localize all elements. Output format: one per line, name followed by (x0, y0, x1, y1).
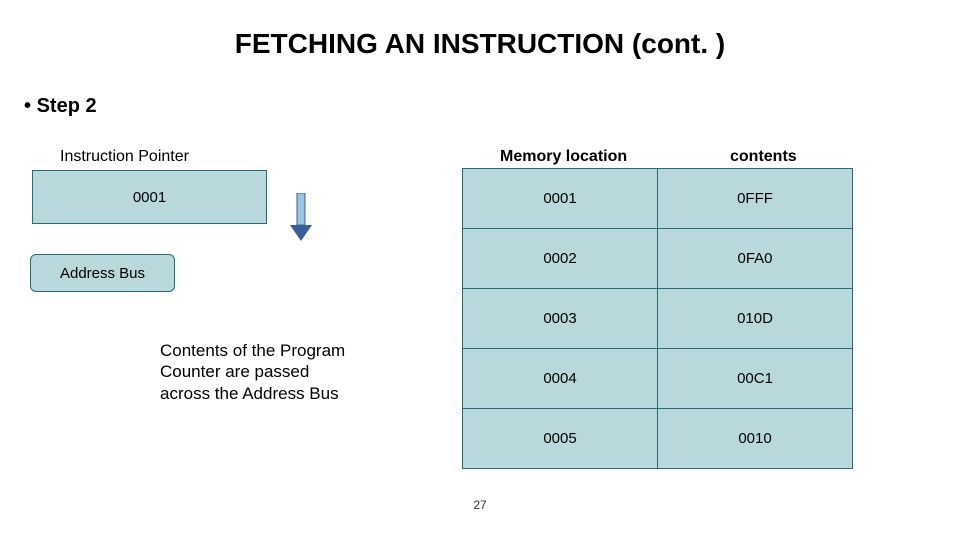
slide-title: FETCHING AN INSTRUCTION (cont. ) (0, 28, 960, 60)
instruction-pointer-box: 0001 (32, 170, 267, 224)
table-row: 0004 00C1 (463, 349, 853, 409)
memory-table: 0001 0FFF 0002 0FA0 0003 010D 0004 00C1 … (462, 168, 853, 469)
step-bullet: • Step 2 (24, 95, 97, 118)
memory-location-cell: 0002 (463, 229, 658, 289)
memory-contents-cell: 0FFF (658, 169, 853, 229)
memory-location-cell: 0004 (463, 349, 658, 409)
slide-title-text: FETCHING AN INSTRUCTION (cont. ) (235, 28, 725, 59)
table-row: 0005 0010 (463, 409, 853, 469)
memory-contents-header: contents (730, 148, 797, 166)
arrow-down-icon (290, 193, 312, 241)
page-number: 27 (0, 498, 960, 512)
memory-location-cell: 0003 (463, 289, 658, 349)
memory-contents-cell: 0FA0 (658, 229, 853, 289)
address-bus-box: Address Bus (30, 254, 175, 292)
address-bus-label: Address Bus (60, 265, 145, 282)
memory-contents-cell: 00C1 (658, 349, 853, 409)
table-row: 0002 0FA0 (463, 229, 853, 289)
memory-contents-cell: 0010 (658, 409, 853, 469)
bullet-marker: • (24, 95, 31, 117)
memory-location-cell: 0005 (463, 409, 658, 469)
memory-location-cell: 0001 (463, 169, 658, 229)
bullet-text: Step 2 (37, 95, 97, 117)
instruction-pointer-value: 0001 (133, 189, 166, 206)
table-row: 0001 0FFF (463, 169, 853, 229)
description-text: Contents of the Program Counter are pass… (160, 340, 350, 404)
table-row: 0003 010D (463, 289, 853, 349)
instruction-pointer-label: Instruction Pointer (60, 148, 189, 166)
memory-contents-cell: 010D (658, 289, 853, 349)
memory-location-header: Memory location (500, 148, 627, 166)
